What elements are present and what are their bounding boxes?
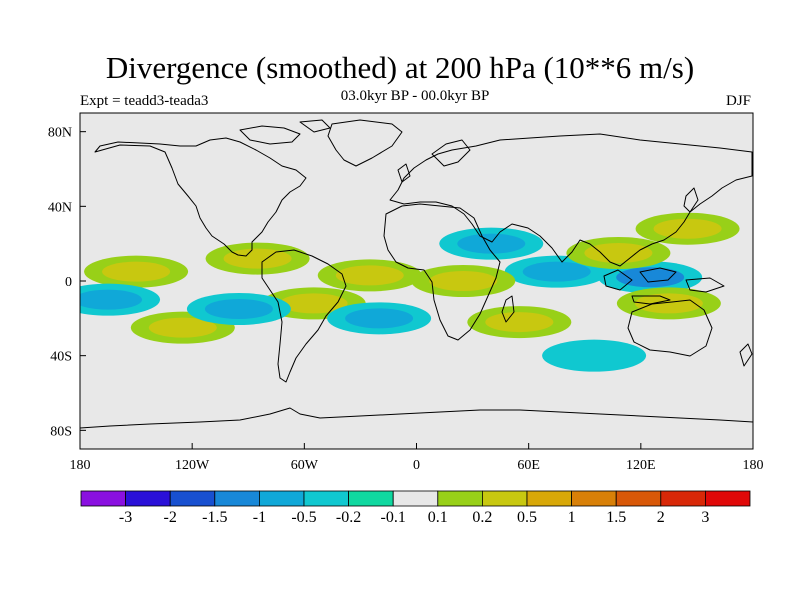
colorbar-swatch xyxy=(660,490,706,507)
anomaly-core xyxy=(485,312,554,333)
lat-label: 80S xyxy=(50,424,72,439)
chart-subtitle: 03.0kyr BP - 00.0kyr BP xyxy=(340,88,490,104)
map-axes: 80N 40N 0 40S 80S 180 120W 60W 0 60E 120E 180 xyxy=(48,126,764,473)
coastline-scandinavia xyxy=(397,139,471,183)
anomaly-core xyxy=(584,243,653,263)
lat-label: 40N xyxy=(48,200,72,215)
colorbar-label: -0.1 xyxy=(381,509,406,526)
colorbar-swatch xyxy=(392,490,439,507)
anomaly-core xyxy=(204,299,273,319)
colorbar-label: 2 xyxy=(657,509,665,526)
colorbar: -3 -2 -1.5 -1 -0.5 -0.2 -0.1 0.1 0.2 0.5 1 1.5 2 3 xyxy=(80,490,751,526)
colorbar-label: -0.5 xyxy=(291,509,316,526)
coastline-madagascar xyxy=(501,295,515,323)
anomaly-core xyxy=(102,261,171,282)
coastline-antarctica xyxy=(80,407,753,429)
colorbar-swatch xyxy=(214,490,260,507)
coastline-arctic-islands xyxy=(239,119,331,145)
colorbar-swatch xyxy=(80,490,126,507)
coastline-maritime-continent xyxy=(603,267,725,305)
colorbar-label: 1.5 xyxy=(606,509,626,526)
coastline-north-america xyxy=(94,137,307,257)
lat-label: 80N xyxy=(48,126,72,141)
coastline-africa xyxy=(383,203,501,341)
anomaly-core xyxy=(80,289,143,310)
colorbar-swatch xyxy=(125,490,171,507)
anomaly-core xyxy=(616,267,685,288)
anomaly-core xyxy=(653,218,722,239)
coastline-australia xyxy=(627,299,713,357)
colorbar-swatch xyxy=(615,490,662,507)
lon-label: 60E xyxy=(517,458,540,473)
colorbar-swatch xyxy=(258,490,305,507)
coastline-new-zealand xyxy=(739,343,753,367)
anomaly-core xyxy=(522,261,591,282)
colorbar-swatch xyxy=(303,490,349,507)
colorbar-swatch xyxy=(169,490,216,507)
anomaly-core xyxy=(457,233,526,254)
anomaly-core xyxy=(560,345,629,366)
colorbar-label: 0.5 xyxy=(517,509,537,526)
anomaly-core xyxy=(335,265,404,286)
anomaly-core xyxy=(634,293,703,314)
colorbar-label: 1 xyxy=(568,509,576,526)
anomaly-core xyxy=(279,293,348,314)
colorbar-label: 3 xyxy=(701,509,709,526)
divergence-contour-fills xyxy=(80,212,740,372)
chart-title: Divergence (smoothed) at 200 hPa (10**6 … xyxy=(105,50,695,85)
colorbar-label: -3 xyxy=(119,509,132,526)
experiment-label: Expt = teadd3-teada3 xyxy=(80,93,209,109)
colorbar-swatch xyxy=(571,490,617,507)
coastline-greenland xyxy=(327,119,403,167)
lat-label: 40S xyxy=(50,350,72,365)
lon-label: 60W xyxy=(291,458,319,473)
lon-label: 120E xyxy=(626,458,656,473)
coastline-south-america xyxy=(261,249,347,383)
colorbar-label: -2 xyxy=(164,509,177,526)
lat-label: 0 xyxy=(65,275,72,290)
anomaly-core xyxy=(429,271,498,291)
anomaly-core xyxy=(148,317,217,338)
colorbar-label: 0.2 xyxy=(472,509,492,526)
season-label: DJF xyxy=(725,93,751,109)
colorbar-swatch xyxy=(705,490,751,507)
colorbar-label: -1.5 xyxy=(202,509,227,526)
anomaly-core xyxy=(345,308,414,329)
lon-label: 120W xyxy=(175,458,210,473)
colorbar-label: 0.1 xyxy=(428,509,448,526)
colorbar-swatch xyxy=(437,490,483,507)
colorbar-label: -0.2 xyxy=(336,509,361,526)
colorbar-swatch xyxy=(348,490,394,507)
colorbar-swatch xyxy=(526,490,572,507)
lon-label: 180 xyxy=(70,458,91,473)
coastline-eurasia xyxy=(389,133,753,267)
lon-label: 0 xyxy=(413,458,420,473)
coastlines xyxy=(80,119,753,429)
lon-label: 180 xyxy=(743,458,764,473)
colorbar-swatch xyxy=(481,490,528,507)
coastline-japan xyxy=(683,187,699,213)
colorbar-label: -1 xyxy=(253,509,266,526)
